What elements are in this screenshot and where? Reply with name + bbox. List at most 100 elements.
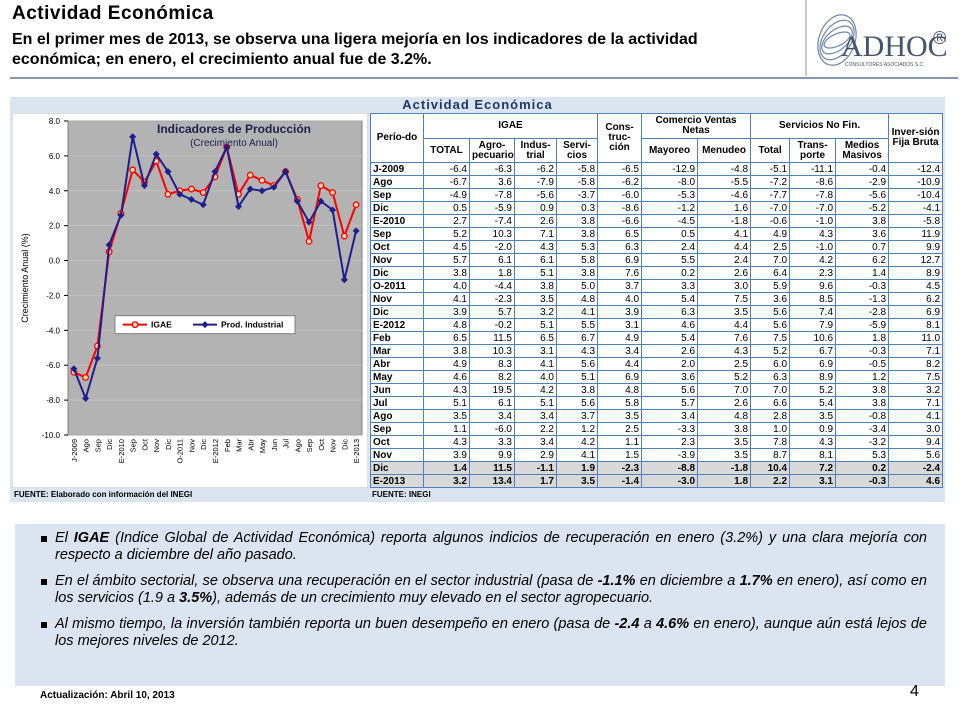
table-cell: 5.6 bbox=[888, 448, 944, 462]
table-cell: 5.1 bbox=[514, 318, 557, 332]
table-cell: 11.5 bbox=[469, 461, 515, 475]
group-header: Comercio Ventas Netas bbox=[641, 113, 752, 139]
x-tick-label: E-2012 bbox=[211, 439, 220, 463]
period-cell: Nov bbox=[370, 448, 424, 462]
table-cell: -3.7 bbox=[555, 188, 599, 202]
table-cell: -1.1 bbox=[514, 461, 557, 475]
marker bbox=[105, 241, 113, 249]
table-cell: -3.2 bbox=[835, 435, 890, 449]
table-cell: 2.6 bbox=[697, 396, 752, 410]
table-row: E-2010 2.7 -7.4 2.6 3.8 -6.6 -4.5 -1.8 -0.6 -1.0 3… bbox=[370, 214, 944, 228]
table-row: Jul 5.1 6.1 5.1 5.6 5.8 5.7 2.6 6.6 5.4 3.8 7.1 bbox=[370, 396, 944, 410]
period-cell: Abr bbox=[370, 357, 424, 371]
table-cell: -5.9 bbox=[469, 201, 515, 215]
table-cell: -1.4 bbox=[597, 474, 643, 488]
marker bbox=[223, 143, 231, 151]
table-cell: 2.4 bbox=[641, 240, 699, 254]
table-cell: 5.7 bbox=[469, 305, 515, 319]
table-cell: 3.9 bbox=[597, 305, 643, 319]
table-cell: 2.5 bbox=[697, 357, 752, 371]
table-cell: 10.3 bbox=[469, 344, 515, 358]
table-cell: 11.9 bbox=[888, 227, 944, 241]
x-tick-label: E-2010 bbox=[117, 439, 126, 463]
table-cell: 1.1 bbox=[597, 435, 643, 449]
table-cell: 7.2 bbox=[789, 461, 837, 475]
table-cell: 9.6 bbox=[789, 279, 837, 293]
table-cell: 5.1 bbox=[514, 396, 557, 410]
bullet-text: en diciembre a bbox=[635, 573, 740, 589]
group-header: Cons-truc-ción bbox=[597, 113, 643, 163]
table-cell: -5.3 bbox=[641, 188, 699, 202]
bullet-text: a bbox=[639, 616, 657, 632]
table-cell: -7.0 bbox=[750, 201, 791, 215]
table-row: Nov 4.1 -2.3 3.5 4.8 4.0 5.4 7.5 3.6 8.5 -1.3 6.2 bbox=[370, 292, 944, 306]
table-cell: -4.9 bbox=[423, 188, 470, 202]
table-cell: 3.2 bbox=[888, 383, 944, 397]
table-cell: 3.3 bbox=[469, 435, 515, 449]
table-cell: -4.6 bbox=[697, 188, 752, 202]
table-cell: 6.3 bbox=[641, 305, 699, 319]
marker bbox=[317, 182, 325, 189]
column-header: Agro-pecuario bbox=[469, 138, 515, 163]
marker bbox=[140, 182, 148, 190]
table-cell: 4.6 bbox=[641, 318, 699, 332]
table-cell: -8.8 bbox=[641, 461, 699, 475]
table-cell: 6.9 bbox=[789, 357, 837, 371]
x-tick-label: Dic bbox=[340, 439, 349, 450]
table-cell: 3.8 bbox=[423, 266, 470, 280]
y-tick-label: -4.0 bbox=[46, 326, 60, 335]
x-tick-label: E-2013 bbox=[352, 439, 361, 463]
x-tick-label: Feb bbox=[223, 439, 232, 452]
marker bbox=[340, 276, 348, 284]
table-cell: 3.5 bbox=[597, 409, 643, 423]
table-cell: -7.8 bbox=[469, 188, 515, 202]
table-row: Ago 3.5 3.4 3.4 3.7 3.5 3.4 4.8 2.8 3.5 -0.8 4.1 bbox=[370, 409, 944, 423]
table-cell: 7.6 bbox=[697, 331, 752, 345]
marker bbox=[164, 168, 172, 176]
x-tick-label: May bbox=[258, 439, 267, 453]
period-cell: E-2010 bbox=[370, 214, 424, 228]
table-cell: 4.1 bbox=[423, 292, 470, 306]
x-tick-label: J-2009 bbox=[70, 439, 79, 462]
table-cell: 8.1 bbox=[789, 448, 837, 462]
column-header: Medios Masivos bbox=[835, 138, 890, 163]
table-row: Ago -6.7 3.6 -7.9 -5.8 -6.2 -8.0 -5.5 -7.2 -8.6 -2… bbox=[370, 175, 944, 189]
group-header: Perío-do bbox=[370, 113, 424, 163]
table-cell: 3.6 bbox=[469, 175, 515, 189]
table-cell: 3.2 bbox=[514, 305, 557, 319]
table-cell: 8.5 bbox=[789, 292, 837, 306]
y-tick-label: 6.0 bbox=[49, 152, 61, 161]
table-cell: 6.9 bbox=[888, 305, 944, 319]
table-cell: -6.6 bbox=[597, 214, 643, 228]
table-cell: -6.7 bbox=[423, 175, 470, 189]
table-row: Nov 5.7 6.1 6.1 5.8 6.9 5.5 2.4 7.0 4.2 6.2 12.7 bbox=[370, 253, 944, 267]
table-cell: 4.3 bbox=[423, 435, 470, 449]
marker bbox=[258, 176, 266, 184]
chart-subtitle: (Crecimiento Anual) bbox=[190, 138, 278, 149]
table-cell: 5.6 bbox=[555, 357, 599, 371]
table-cell: -0.6 bbox=[750, 214, 791, 228]
table-cell: 5.2 bbox=[789, 383, 837, 397]
table-cell: -2.9 bbox=[835, 175, 890, 189]
table-cell: 3.8 bbox=[835, 383, 890, 397]
x-tick-label: Ago bbox=[82, 439, 91, 452]
table-cell: 1.1 bbox=[423, 422, 470, 436]
table-cell: 6.2 bbox=[835, 253, 890, 267]
table-cell: -0.2 bbox=[469, 318, 515, 332]
x-tick-label: Dic bbox=[199, 439, 208, 450]
table-cell: 2.6 bbox=[641, 344, 699, 358]
period-cell: Sep bbox=[370, 422, 424, 436]
table-cell: 6.9 bbox=[597, 370, 643, 384]
table-cell: 1.4 bbox=[423, 461, 470, 475]
x-tick-label: Abr bbox=[246, 438, 255, 450]
table-cell: 4.9 bbox=[423, 357, 470, 371]
table-cell: 4.0 bbox=[597, 292, 643, 306]
legend-label: IGAE bbox=[151, 320, 172, 330]
marker bbox=[270, 183, 278, 191]
table-cell: -1.0 bbox=[789, 240, 837, 254]
marker bbox=[329, 189, 337, 196]
table-row: Dic 3.8 1.8 5.1 3.8 7.6 0.2 2.6 6.4 2.3 1.4 8.9 bbox=[370, 266, 944, 280]
y-tick-label: 0.0 bbox=[49, 257, 61, 266]
table-cell: -6.4 bbox=[423, 162, 470, 176]
marker bbox=[246, 185, 254, 193]
